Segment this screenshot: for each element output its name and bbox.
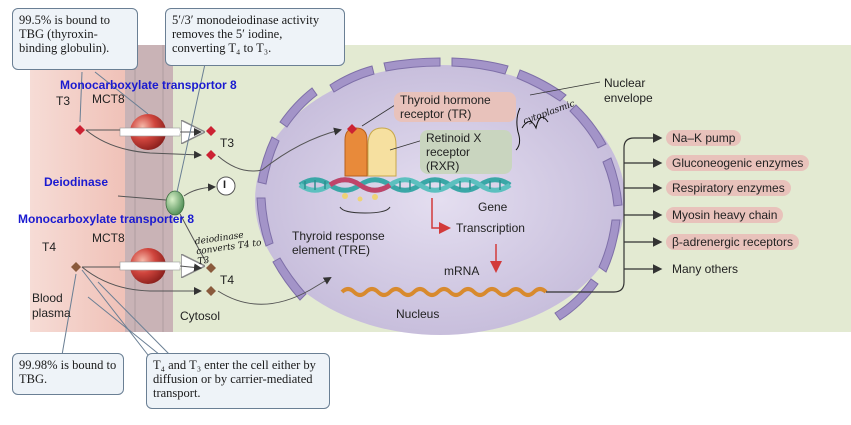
callout-deiodinase-activity: 5′/3′ monodeiodinase activity removes th…: [165, 8, 345, 66]
mct8-bottom-label: MCT8: [92, 231, 125, 245]
dna-helix: [298, 171, 512, 214]
mrna-label: mRNA: [444, 264, 480, 278]
cytosol-label: Cytosol: [180, 309, 221, 323]
t3-on-receptor: [347, 124, 357, 134]
output-na-k-pump: Na–K pump: [666, 130, 742, 146]
deiodinase-label: Deiodinase: [44, 175, 109, 189]
blood-plasma-label: Blood plasma: [32, 291, 71, 320]
nuclear-envelope-label: Nuclear envelope: [604, 76, 653, 105]
output-myosin: Myosin heavy chain: [666, 207, 784, 223]
tre-label: Thyroid response element (TRE): [292, 229, 385, 257]
transporter-top-label: Monocarboxylate transportor 8: [60, 78, 237, 92]
gene-label: Gene: [478, 200, 508, 214]
transporter-bottom-label: Monocarboxylate transporter 8: [18, 212, 195, 226]
t3-markers: [75, 125, 216, 160]
mct8-top-label: MCT8: [92, 92, 125, 106]
nucleus-label: Nucleus: [396, 307, 440, 321]
output-gluconeogenic: Gluconeogenic enzymes: [666, 155, 810, 171]
mrna-strand: [340, 287, 548, 297]
output-respiratory: Respiratory enzymes: [666, 180, 791, 196]
plasma-membrane: [125, 45, 173, 332]
callout-t4-tbg: 99.98% is bound to TBG.: [12, 353, 124, 395]
iodide-marker: [216, 176, 236, 196]
retinoid-receptor-label: Retinoid X receptor (RXR): [420, 130, 512, 174]
output-beta-adrenergic: β-adrenergic receptors: [666, 234, 799, 250]
inhibit-symbol: I: [223, 179, 227, 191]
t3-outside-label: T3: [56, 94, 71, 108]
deiodinase-enzyme: [165, 190, 185, 216]
t3-inside-label: T3: [220, 136, 235, 150]
transcription-label: Transcription: [456, 221, 525, 235]
rxr-receptor: [367, 127, 397, 177]
callout-t3-tbg: 99.5% is bound to TBG (thyroxin-binding …: [12, 8, 138, 70]
t4-outside-label: T4: [42, 240, 57, 254]
handwriting-strokes: [515, 107, 549, 151]
callout-cell-entry: T₄ and T₃ enter the cell either by diffu…: [146, 353, 330, 409]
nuclear-envelope: [256, 57, 623, 321]
output-many-others: Many others: [672, 262, 739, 276]
thyroid-receptor-label: Thyroid hormone receptor (TR): [394, 92, 516, 122]
t4-inside-label: T4: [220, 273, 235, 287]
tr-receptor: [344, 127, 368, 177]
t4-markers: [71, 262, 216, 296]
mct8-bottom: [119, 248, 196, 284]
